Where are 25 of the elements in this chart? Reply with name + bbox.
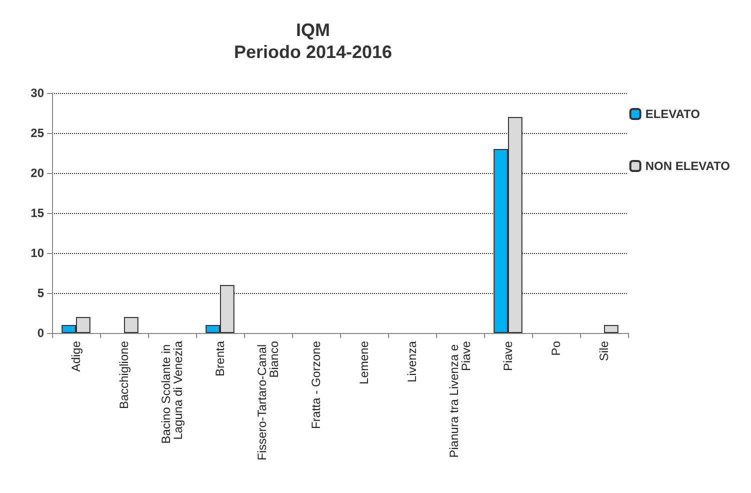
legend-label: NON ELEVATO bbox=[645, 159, 730, 173]
chart-subtitle: Periodo 2014-2016 bbox=[234, 42, 392, 62]
bar bbox=[604, 325, 618, 333]
x-tick-label: Po bbox=[549, 340, 563, 356]
x-tick-label: Brenta bbox=[213, 340, 227, 376]
y-tick-label: 30 bbox=[30, 86, 44, 100]
x-tick-label: Adige bbox=[69, 340, 83, 372]
bar bbox=[124, 317, 138, 333]
y-tick-label: 15 bbox=[30, 206, 44, 220]
x-tick-label: Fratta - Gorzone bbox=[309, 340, 323, 430]
y-tick-label: 5 bbox=[37, 286, 44, 300]
y-tick-label: 10 bbox=[30, 246, 44, 260]
x-tick-label: Pianura tra Livenza e Piave bbox=[447, 340, 473, 458]
x-tick-label: Lemene bbox=[357, 340, 371, 384]
x-tick-label: Bacchiglione bbox=[117, 340, 131, 410]
y-tick-label: 20 bbox=[30, 166, 44, 180]
legend-label: ELEVATO bbox=[645, 107, 700, 121]
x-tick-label: Fissero-Tartaro-Canal Bianco bbox=[255, 340, 281, 460]
x-tick-label: Bacino Scolante in Laguna di Venezia bbox=[159, 340, 185, 444]
y-tick-label: 25 bbox=[30, 126, 44, 140]
x-tick-label: Sile bbox=[597, 340, 611, 362]
chart-title: IQM bbox=[296, 20, 330, 40]
x-tick-label: Livenza bbox=[405, 340, 419, 382]
y-tick-label: 0 bbox=[37, 326, 44, 340]
x-tick-label: Piave bbox=[501, 340, 515, 372]
